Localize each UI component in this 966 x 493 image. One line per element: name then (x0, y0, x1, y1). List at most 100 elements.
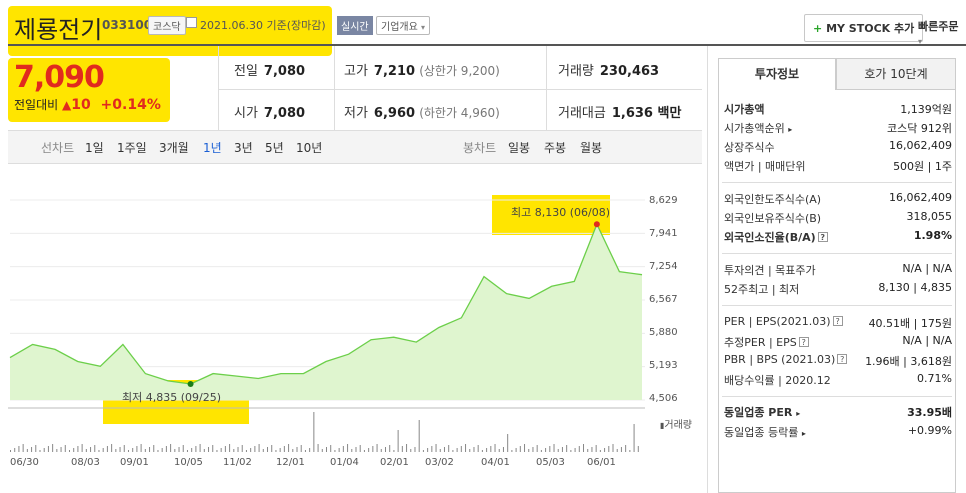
volume-bar (229, 444, 231, 452)
volume-bar (494, 444, 496, 452)
period-3y[interactable]: 3년 (234, 141, 253, 155)
price-area (10, 224, 642, 400)
header-divider (8, 44, 966, 46)
shares-row: 상장주식수 16,062,409 (724, 139, 952, 154)
volume-bar (418, 420, 420, 452)
side-divider-4 (722, 396, 952, 397)
help-icon[interactable]: ? (832, 316, 843, 326)
volume-bar (376, 444, 378, 452)
volume-bar (212, 445, 214, 452)
volume-bar (342, 446, 344, 452)
volume-bar (507, 434, 509, 452)
volume-bar (237, 447, 239, 452)
volume-bar (224, 446, 226, 452)
volume-bar (469, 449, 471, 452)
triangle-up-icon: ▲ (62, 98, 72, 112)
volume-bar (174, 449, 176, 452)
volume-bar (566, 445, 568, 452)
xtick-2: 09/01 (120, 457, 149, 468)
volume-bar (233, 449, 235, 452)
plus-icon: + (813, 22, 823, 35)
volume-bar (208, 447, 210, 452)
volume-bar (629, 450, 631, 452)
quick-order-button[interactable]: 빠른주문 ▾ (918, 18, 966, 47)
volume-bar (604, 448, 606, 452)
side-tab-invest[interactable]: 투자정보 (718, 58, 836, 90)
help-icon[interactable]: ? (798, 337, 809, 347)
price-chart (8, 199, 645, 452)
volume-bar (439, 449, 441, 452)
volume-bar (616, 449, 618, 452)
market-badge: 코스닥 (148, 16, 186, 35)
ytick-4: 5,880 (649, 327, 678, 338)
volume-bar (258, 444, 260, 452)
volume-bar (267, 447, 269, 452)
chevron-right-icon: ▸ (801, 429, 806, 438)
period-10y[interactable]: 10년 (296, 141, 323, 155)
period-1w[interactable]: 1주일 (117, 141, 147, 155)
help-icon[interactable]: ? (817, 232, 828, 242)
volume-bar (545, 448, 547, 452)
period-1d[interactable]: 1일 (85, 141, 104, 155)
period-3m[interactable]: 3개월 (159, 141, 189, 155)
xtick-8: 03/02 (425, 457, 454, 468)
stat-low: 저가 6,960 (하한가 4,960) (344, 106, 500, 121)
volume-bar (309, 448, 311, 452)
foreign-limit-row: 외국인한도주식수(A) 16,062,409 (724, 191, 952, 206)
candle-day[interactable]: 일봉 (508, 141, 531, 155)
help-icon[interactable]: ? (837, 354, 848, 364)
industry-rate-row: 동일업종 등락률 ▸ +0.99% (724, 424, 952, 439)
side-tab-orderbook[interactable]: 호가 10단계 (836, 58, 956, 90)
volume-bar (18, 446, 20, 452)
per-row: PER | EPS(2021.03)? 40.51배 | 175원 (724, 315, 952, 330)
candle-chart-label: 봉차트 (463, 141, 497, 155)
max-annotation: 최고 8,130 (06/08) (511, 206, 611, 219)
volume-bar (410, 449, 412, 452)
chevron-down-icon: ▾ (421, 23, 426, 32)
volume-bar (524, 444, 526, 452)
volume-bar (220, 448, 222, 452)
volume-bar (102, 448, 104, 452)
period-1y[interactable]: 1년 (203, 141, 222, 155)
par-row: 액면가 | 매매단위 500원 | 1주 (724, 160, 952, 173)
change-value: 10 (71, 97, 91, 113)
company-info-button[interactable]: 기업개요 ▾ (376, 16, 431, 35)
company-info-label: 기업개요 (381, 22, 418, 33)
volume-bar (111, 444, 113, 452)
volume-bar (498, 449, 500, 452)
volume-bar (536, 445, 538, 452)
volume-bar (427, 448, 429, 452)
ytick-1: 7,941 (649, 228, 678, 239)
candle-month[interactable]: 월봉 (580, 141, 603, 155)
volume-bar (481, 450, 483, 452)
volume-bar (532, 447, 534, 452)
mystock-label: MY STOCK 추가 (826, 22, 915, 35)
realtime-button[interactable]: 실시간 (337, 16, 373, 35)
volume-bar (557, 449, 559, 452)
volume-bar (578, 446, 580, 452)
mystock-add-button[interactable]: + MY STOCK 추가 (804, 14, 924, 42)
volume-bar (271, 445, 273, 452)
volume-bar (250, 448, 252, 452)
volume-bar (431, 446, 433, 452)
volume-bar (435, 444, 437, 452)
volume-bar (490, 446, 492, 452)
xtick-3: 10/05 (174, 457, 203, 468)
week52-row: 52주최고 | 최저 8,130 | 4,835 (724, 281, 952, 296)
volume-bar (561, 447, 563, 452)
volume-bar (456, 448, 458, 452)
volume-bar (401, 446, 403, 452)
market-cap-rank-row: 시가총액순위 ▸ 코스닥 912위 (724, 122, 952, 135)
volume-bar (452, 450, 454, 452)
stat-high: 고가 7,210 (상한가 9,200) (344, 64, 500, 79)
ytick-2: 7,254 (649, 261, 678, 272)
volume-bar (216, 450, 218, 452)
dividend-row: 배당수익률 | 2020.12 0.71% (724, 372, 952, 387)
volume-bar (515, 448, 517, 452)
period-5y[interactable]: 5년 (265, 141, 284, 155)
min-point-dot (187, 381, 194, 388)
candle-week[interactable]: 주봉 (544, 141, 567, 155)
foreign-ratio-row: 외국인소진율(B/A)? 1.98% (724, 229, 952, 244)
xtick-10: 05/03 (536, 457, 565, 468)
volume-bar (511, 450, 513, 452)
